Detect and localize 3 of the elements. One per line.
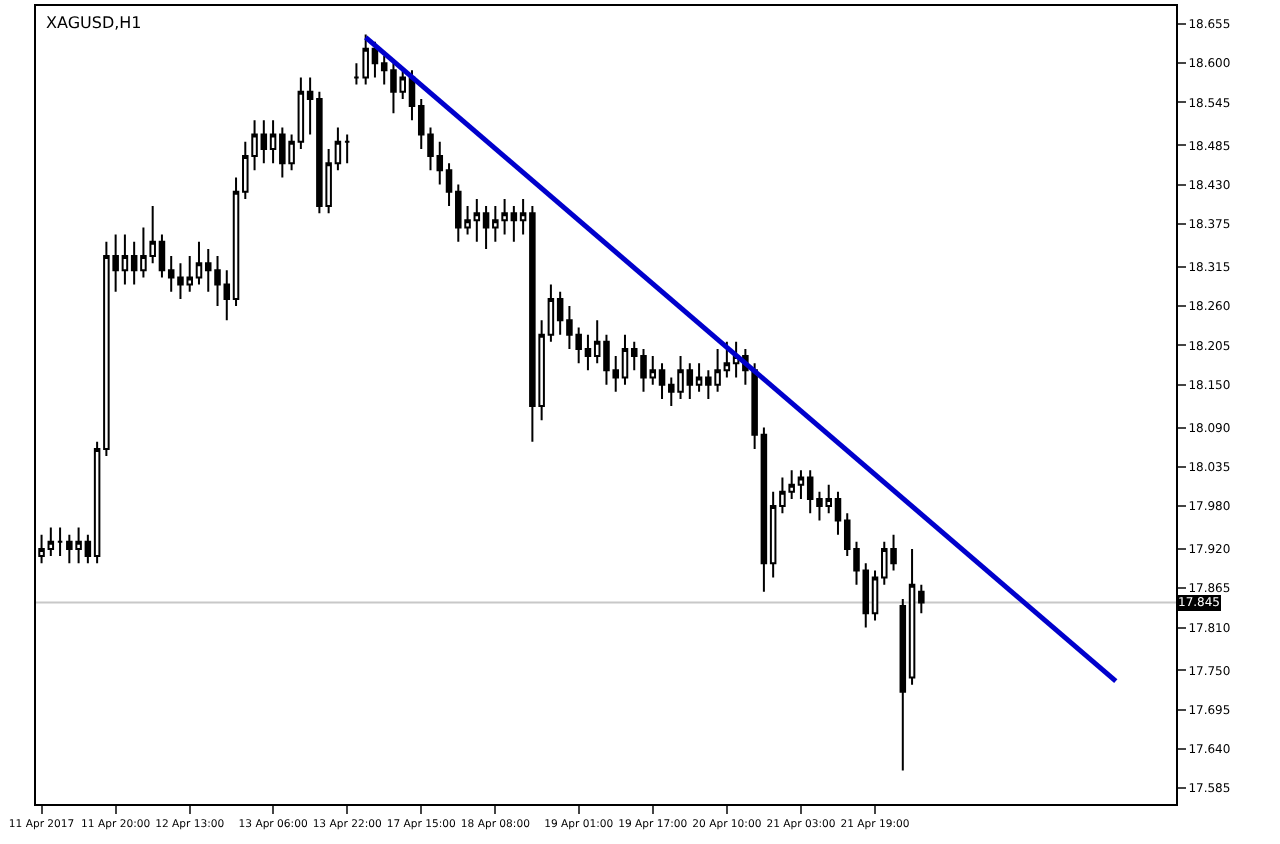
candlestick bbox=[343, 133, 351, 165]
candlestick bbox=[56, 526, 64, 558]
text: XAGUSD,H1 bbox=[46, 14, 142, 32]
